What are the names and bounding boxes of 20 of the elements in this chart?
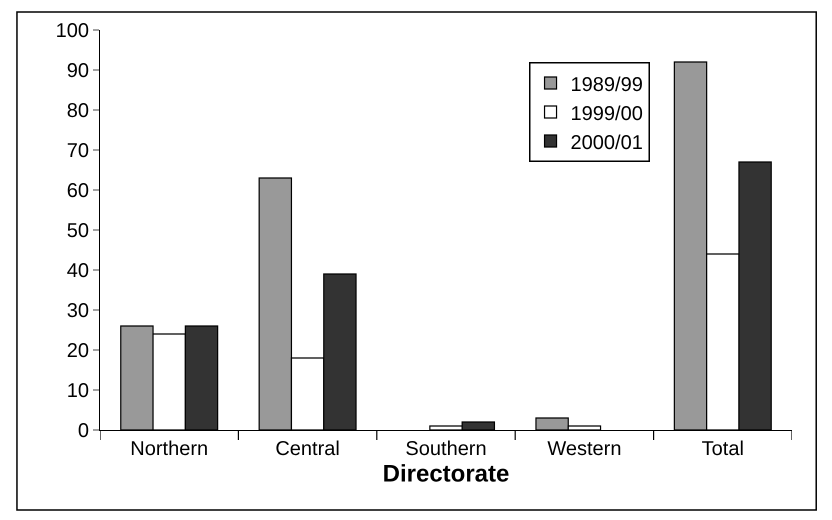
y-tick-label: 70 [66, 140, 89, 162]
y-tick-label: 0 [78, 420, 89, 442]
x-tick-label: Central [275, 438, 340, 460]
y-tick-label: 50 [66, 220, 89, 242]
y-tick-label: 90 [66, 60, 89, 82]
y-tick-label: 60 [66, 180, 89, 202]
legend-label: 1999/00 [570, 102, 643, 125]
y-tick-label: 40 [66, 260, 89, 282]
legend-label: 1989/99 [570, 74, 643, 96]
x-tick-label: Western [547, 438, 622, 460]
x-tick-label: Northern [130, 438, 208, 460]
y-tick-label: 20 [66, 340, 89, 362]
x-axis-title: Directorate [382, 460, 510, 488]
x-tick-label: Southern [405, 438, 487, 460]
legend-label: 2000/01 [570, 132, 643, 154]
y-tick-label: 10 [66, 380, 89, 402]
y-tick-label: 30 [66, 300, 89, 322]
x-tick-label: Total [702, 438, 744, 460]
y-tick-label: 100 [56, 20, 89, 42]
y-tick-label: 80 [66, 100, 89, 122]
